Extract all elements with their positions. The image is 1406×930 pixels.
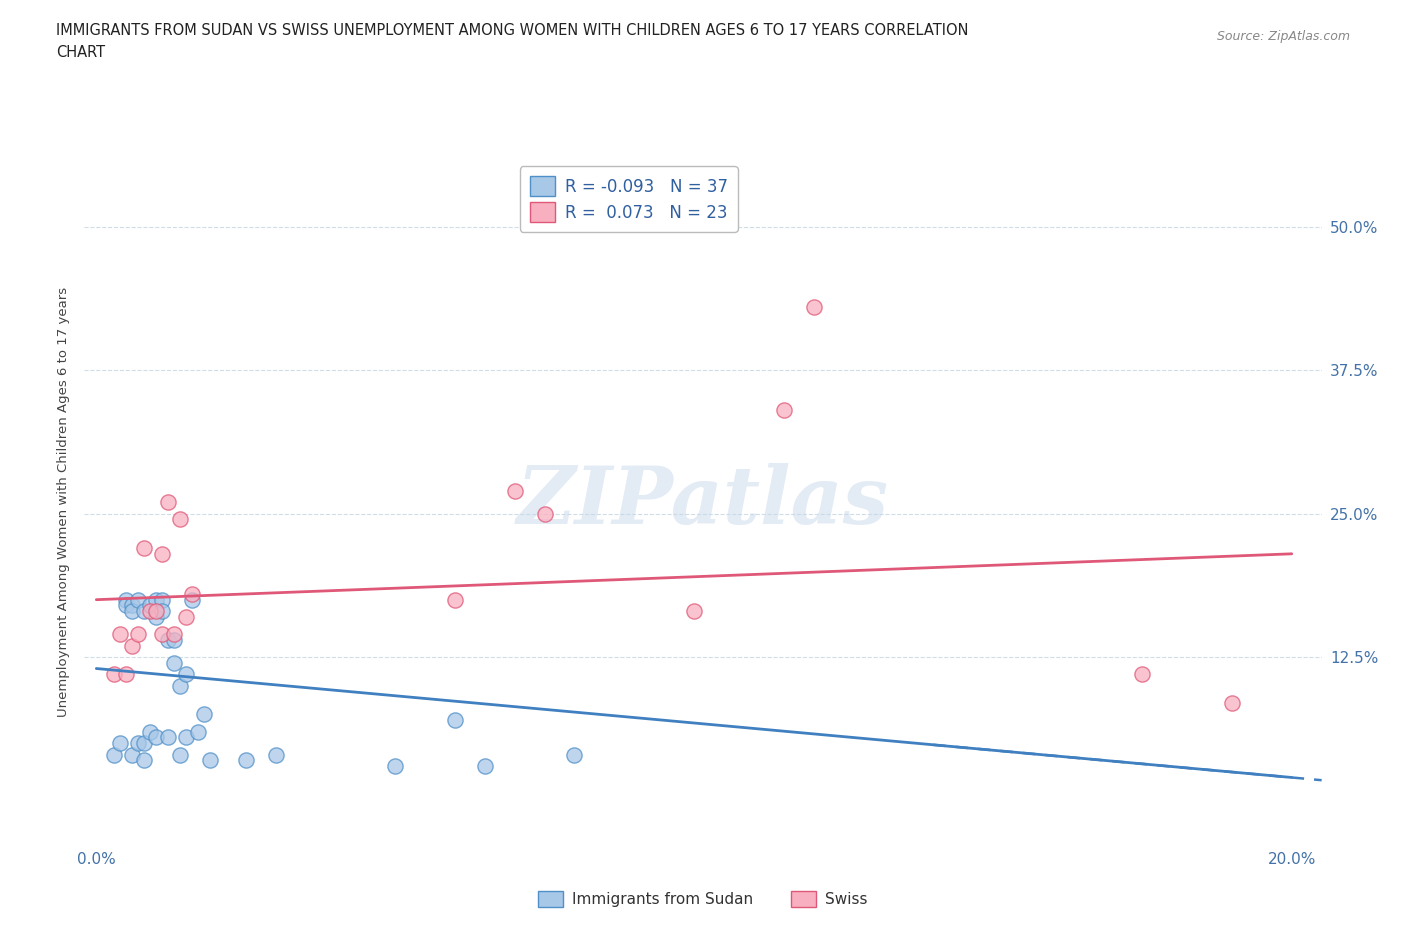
Point — [384, 759, 406, 774]
Point — [803, 299, 825, 314]
Point — [121, 604, 143, 618]
Point — [503, 484, 526, 498]
Point — [772, 403, 794, 418]
Point — [139, 598, 162, 613]
Text: CHART: CHART — [56, 45, 105, 60]
Point — [187, 724, 209, 739]
Point — [157, 730, 180, 745]
Point — [157, 632, 180, 647]
Point — [533, 506, 555, 521]
Point — [1130, 667, 1153, 682]
Point — [564, 747, 586, 762]
Point — [139, 604, 162, 618]
Point — [110, 736, 132, 751]
Point — [115, 598, 138, 613]
Point — [110, 627, 132, 642]
Point — [683, 604, 706, 618]
Point — [163, 627, 186, 642]
Point — [157, 495, 180, 510]
Point — [163, 656, 186, 671]
Y-axis label: Unemployment Among Women with Children Ages 6 to 17 years: Unemployment Among Women with Children A… — [58, 287, 70, 717]
Point — [174, 667, 197, 682]
Point — [134, 540, 156, 555]
Point — [174, 609, 197, 624]
Point — [134, 753, 156, 768]
Point — [174, 730, 197, 745]
Text: IMMIGRANTS FROM SUDAN VS SWISS UNEMPLOYMENT AMONG WOMEN WITH CHILDREN AGES 6 TO : IMMIGRANTS FROM SUDAN VS SWISS UNEMPLOYM… — [56, 23, 969, 38]
Text: ZIPatlas: ZIPatlas — [517, 463, 889, 541]
Point — [163, 632, 186, 647]
Point — [474, 759, 496, 774]
Point — [235, 753, 257, 768]
Point — [169, 678, 191, 693]
Point — [103, 747, 125, 762]
Point — [145, 609, 167, 624]
Point — [145, 730, 167, 745]
Text: Source: ZipAtlas.com: Source: ZipAtlas.com — [1216, 30, 1350, 43]
Legend: R = -0.093   N = 37, R =  0.073   N = 23: R = -0.093 N = 37, R = 0.073 N = 23 — [520, 166, 738, 232]
Point — [121, 638, 143, 653]
Point — [181, 587, 204, 602]
Point — [115, 667, 138, 682]
Point — [134, 736, 156, 751]
Point — [169, 747, 191, 762]
Point — [150, 547, 173, 562]
Point — [145, 592, 167, 607]
Point — [115, 592, 138, 607]
Point — [150, 627, 173, 642]
Point — [150, 592, 173, 607]
Point — [181, 592, 204, 607]
Point — [103, 667, 125, 682]
Point — [145, 604, 167, 618]
Point — [169, 512, 191, 527]
Point — [121, 747, 143, 762]
Point — [444, 712, 467, 727]
Point — [193, 707, 215, 722]
Legend: Immigrants from Sudan, Swiss: Immigrants from Sudan, Swiss — [533, 884, 873, 913]
Point — [127, 736, 149, 751]
Point — [121, 598, 143, 613]
Point — [139, 724, 162, 739]
Point — [444, 592, 467, 607]
Point — [127, 592, 149, 607]
Point — [264, 747, 287, 762]
Point — [150, 604, 173, 618]
Point — [134, 604, 156, 618]
Point — [198, 753, 221, 768]
Point — [1220, 696, 1243, 711]
Point — [127, 627, 149, 642]
